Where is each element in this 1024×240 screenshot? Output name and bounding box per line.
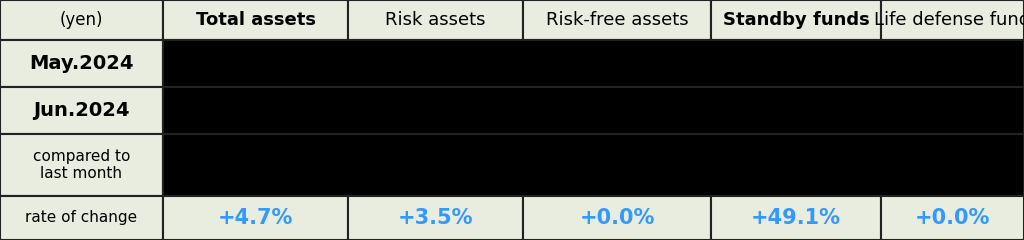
Text: Risk-free assets: Risk-free assets [546, 11, 688, 29]
Bar [163, 0, 348, 40]
Bar [163, 196, 348, 240]
Bar [881, 196, 1024, 240]
Bar [348, 0, 523, 40]
Bar [523, 0, 711, 40]
Bar [881, 0, 1024, 40]
Text: compared to
last month: compared to last month [33, 149, 130, 181]
Text: +49.1%: +49.1% [751, 208, 841, 228]
Text: Total assets: Total assets [196, 11, 315, 29]
Bar [0, 134, 163, 196]
Text: Life defense fund: Life defense fund [874, 11, 1024, 29]
Bar [163, 87, 1024, 134]
Text: rate of change: rate of change [26, 210, 137, 226]
Bar [0, 40, 163, 87]
Bar [163, 40, 1024, 87]
Bar [711, 196, 881, 240]
Text: Jun.2024: Jun.2024 [33, 101, 130, 120]
Text: +3.5%: +3.5% [397, 208, 473, 228]
Bar [0, 87, 163, 134]
Text: (yen): (yen) [59, 11, 103, 29]
Bar [348, 196, 523, 240]
Text: Standby funds: Standby funds [723, 11, 869, 29]
Bar [523, 196, 711, 240]
Bar [163, 134, 1024, 196]
Bar [0, 196, 163, 240]
Bar [711, 0, 881, 40]
Text: +0.0%: +0.0% [580, 208, 654, 228]
Text: May.2024: May.2024 [30, 54, 134, 73]
Text: +4.7%: +4.7% [218, 208, 293, 228]
Bar [0, 0, 163, 40]
Text: +0.0%: +0.0% [914, 208, 990, 228]
Text: Risk assets: Risk assets [385, 11, 485, 29]
